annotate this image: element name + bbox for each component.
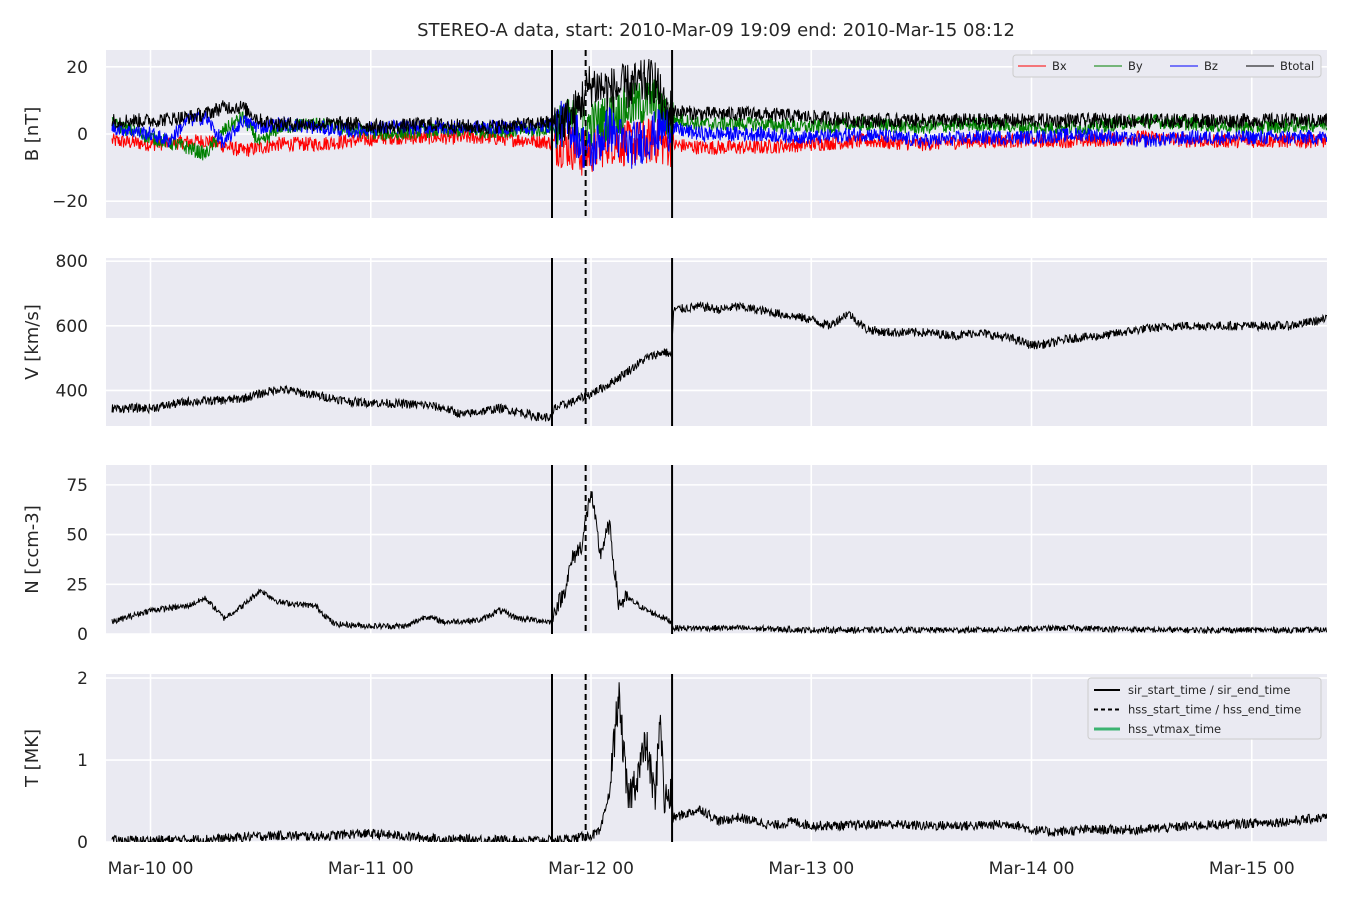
legend-label: By [1128,59,1143,73]
y-tick-label: 75 [66,476,88,496]
legend-label: Bz [1204,59,1218,73]
legend-label: Btotal [1280,59,1314,73]
panel-v: 400 600 800 V [km/s] [22,252,1327,426]
x-tick-label: Mar-13 00 [768,859,854,879]
plot-area [106,258,1327,426]
plot-area [106,465,1327,634]
series-line-t [111,682,1327,842]
y-tick-label: 50 [66,526,88,546]
y-tick-label: 1 [77,751,88,771]
series-line-bx [111,118,1327,176]
y-tick-label: 400 [56,381,88,401]
chart-title: STEREO-A data, start: 2010-Mar-09 19:09 … [417,20,1015,41]
y-tick-label: 0 [77,625,88,645]
legend-label: hss_start_time / hss_end_time [1128,703,1301,717]
x-tick-label: Mar-12 00 [548,859,634,879]
legend-box [1087,677,1322,740]
panel-n: 0 25 50 75 N [ccm-3] [22,465,1327,645]
x-tick-label: Mar-10 00 [108,859,194,879]
y-tick-label: −20 [52,192,88,212]
x-tick-label: Mar-14 00 [989,859,1075,879]
y-tick-label: 600 [56,317,88,337]
x-tick-label: Mar-15 00 [1209,859,1295,879]
series-line-n [111,490,1327,634]
panel-t: 0 1 2 T [MK] sir_start_time / sir_end_timehs… [22,669,1327,853]
legend-label: Bx [1052,59,1067,73]
legend-t: sir_start_time / sir_end_time hss_start_t… [1087,677,1322,740]
y-tick-label: 25 [66,575,88,595]
legend-label: sir_start_time / sir_end_time [1128,683,1290,697]
y-axis-label: T [MK] [22,729,43,788]
legend-label: hss_vtmax_time [1128,722,1221,736]
y-tick-label: 800 [56,252,88,272]
panel-b: −20 0 20 B [nT] Bx By Bz Btotal [22,50,1327,218]
y-axis-label: B [nT] [22,107,43,162]
x-tick-label: Mar-11 00 [328,859,414,879]
y-axis-label: V [km/s] [22,304,43,379]
y-tick-label: 20 [66,58,88,78]
y-tick-label: 0 [77,125,88,145]
legend-b: Bx By Bz Btotal [1012,54,1322,78]
y-axis-label: N [ccm-3] [22,505,43,594]
y-tick-label: 0 [77,833,88,853]
series-line-btotal [111,58,1327,145]
x-axis-ticks: Mar-10 00 Mar-11 00 Mar-12 00 Mar-13 00 Mar-… [108,859,1295,879]
y-tick-label: 2 [77,669,88,689]
legend-box [1012,54,1322,78]
series-line-v [111,300,1327,422]
